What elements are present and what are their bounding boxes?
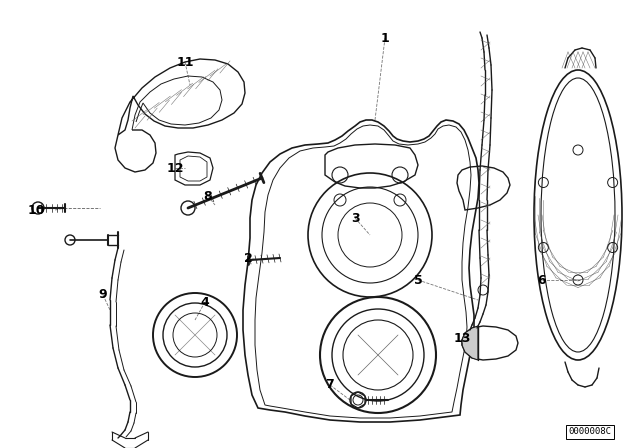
Text: 4: 4	[200, 296, 209, 309]
Text: 11: 11	[176, 56, 194, 69]
Text: 2: 2	[244, 251, 252, 264]
Text: 3: 3	[351, 211, 359, 224]
Text: 10: 10	[28, 203, 45, 216]
Text: 13: 13	[453, 332, 470, 345]
Polygon shape	[462, 326, 478, 360]
Text: 6: 6	[538, 273, 547, 287]
Text: 0000008C: 0000008C	[568, 427, 611, 436]
Text: 8: 8	[204, 190, 212, 202]
Text: 5: 5	[413, 273, 422, 287]
Text: 7: 7	[326, 379, 334, 392]
Text: 12: 12	[166, 161, 184, 175]
Text: 9: 9	[99, 289, 108, 302]
Text: 1: 1	[381, 31, 389, 44]
